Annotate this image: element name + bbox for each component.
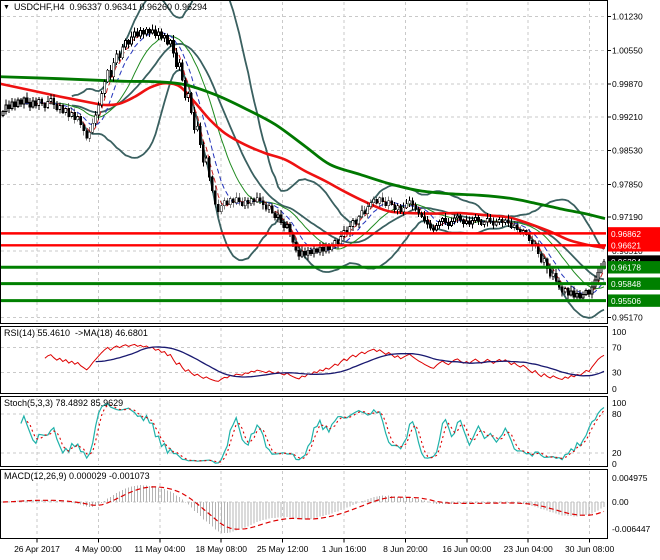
stoch-axis-label: 80 bbox=[612, 409, 622, 419]
chart-title: ▼ USDCHF,H4 0.96337 0.96341 0.96260 0.962… bbox=[3, 2, 207, 13]
price-tick-label: 0.99870 bbox=[612, 79, 643, 89]
rsi-indicator-label: RSI(14) 55.4610 ->MA(18) 46.6801 bbox=[4, 328, 148, 339]
stoch-indicator-label: Stoch(5,3,3) 78.4892 85.9629 bbox=[4, 398, 123, 409]
price-tick-label: 0.99210 bbox=[612, 112, 643, 122]
stoch-axis-label: 100 bbox=[612, 398, 626, 408]
time-tick-label: 4 May 00:00 bbox=[75, 544, 122, 554]
price-tick-label: 0.98530 bbox=[612, 146, 643, 156]
macd-indicator-label: MACD(12,26,9) 0.000029 -0.001073 bbox=[4, 471, 150, 482]
time-tick-label: 25 May 12:00 bbox=[257, 544, 309, 554]
support-3-badge-label: 0.95506 bbox=[611, 296, 641, 306]
time-tick-label: 16 Jun 00:00 bbox=[442, 544, 491, 554]
rsi-axis-label: 0 bbox=[612, 384, 617, 394]
support-1-badge-label: 0.96178 bbox=[611, 263, 641, 273]
price-tick-label: 1.00550 bbox=[612, 45, 643, 55]
resistance-1-badge-label: 0.96862 bbox=[611, 229, 641, 239]
macd-axis-label: 0.00 bbox=[612, 497, 629, 507]
price-tick-label: 0.95170 bbox=[612, 312, 643, 322]
time-tick-label: 8 Jun 20:00 bbox=[383, 544, 428, 554]
time-tick-label: 11 May 04:00 bbox=[134, 544, 185, 554]
time-tick-label: 1 Jun 16:00 bbox=[322, 544, 367, 554]
time-tick-label: 26 Apr 2017 bbox=[14, 544, 60, 554]
stoch-axis-label: 0 bbox=[612, 459, 617, 469]
time-tick-label: 23 Jun 04:00 bbox=[504, 544, 553, 554]
time-tick-label: 18 May 08:00 bbox=[195, 544, 247, 554]
support-2-badge-label: 0.95848 bbox=[611, 279, 641, 289]
price-tick-label: 1.01230 bbox=[612, 12, 643, 22]
price-tick-label: 0.97850 bbox=[612, 179, 643, 189]
stoch-axis-label: 20 bbox=[612, 448, 622, 458]
symbol-dropdown-icon[interactable]: ▼ bbox=[3, 2, 10, 13]
macd-axis-label: -0.006447 bbox=[612, 524, 651, 534]
macd-axis-label: 0.004975 bbox=[612, 473, 648, 483]
rsi-axis-label: 100 bbox=[612, 327, 626, 337]
symbol-ohlc-label: USDCHF,H4 0.96337 0.96341 0.96260 0.9629… bbox=[14, 2, 207, 12]
rsi-axis-label: 70 bbox=[612, 343, 622, 353]
rsi-axis-label: 30 bbox=[612, 367, 622, 377]
time-tick-label: 30 Jun 08:00 bbox=[565, 544, 614, 554]
price-tick-label: 0.97190 bbox=[612, 212, 643, 222]
resistance-2-badge-label: 0.96621 bbox=[611, 241, 641, 251]
chart-window[interactable]: 10070300100802000.0049750.00-0.0064471.0… bbox=[0, 0, 660, 560]
